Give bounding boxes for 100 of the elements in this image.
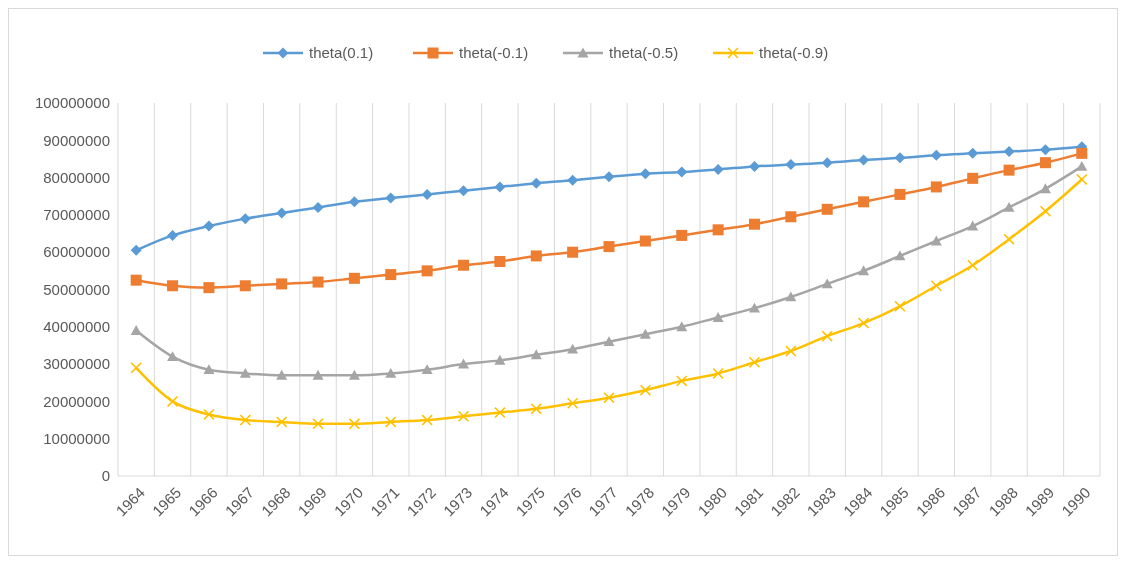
point <box>1003 164 1015 176</box>
point <box>748 302 760 313</box>
point <box>458 185 470 197</box>
point <box>312 276 324 288</box>
point <box>712 367 724 379</box>
point <box>894 300 906 312</box>
point <box>167 280 179 292</box>
point <box>785 211 797 223</box>
point <box>530 250 542 262</box>
y-tick-label: 30000000 <box>43 355 110 373</box>
point <box>494 354 506 365</box>
point <box>930 280 942 292</box>
point <box>603 392 615 404</box>
point <box>239 414 251 426</box>
point <box>894 152 906 164</box>
point <box>276 416 288 428</box>
point <box>712 163 724 175</box>
point <box>821 330 833 342</box>
point <box>458 410 470 422</box>
point <box>421 265 433 277</box>
point <box>603 336 615 347</box>
point <box>130 244 142 256</box>
point <box>639 328 651 339</box>
point <box>1039 157 1051 169</box>
point <box>785 291 797 302</box>
point <box>858 265 870 276</box>
point <box>712 311 724 322</box>
point <box>858 196 870 208</box>
legend-label: theta(-0.1) <box>459 44 529 62</box>
point <box>421 188 433 200</box>
point <box>167 395 179 407</box>
point <box>239 213 251 225</box>
point <box>385 416 397 428</box>
point <box>458 358 470 369</box>
point <box>203 408 215 420</box>
point <box>567 343 579 354</box>
point <box>676 375 688 387</box>
point <box>821 203 833 215</box>
point <box>203 282 215 294</box>
point <box>1003 233 1015 245</box>
point <box>930 181 942 193</box>
point <box>1076 173 1088 185</box>
point <box>748 218 760 230</box>
point <box>821 278 833 289</box>
y-tick-label: 80000000 <box>43 168 110 186</box>
point <box>1039 205 1051 217</box>
point <box>276 369 288 380</box>
y-tick-label: 60000000 <box>43 243 110 261</box>
legend-label: theta(0.1) <box>309 44 374 62</box>
point <box>1039 144 1051 156</box>
point <box>530 177 542 189</box>
point <box>385 269 397 281</box>
point <box>567 246 579 258</box>
point <box>348 418 360 430</box>
y-tick-label: 10000000 <box>43 429 110 447</box>
point <box>239 280 251 292</box>
point <box>458 259 470 271</box>
point <box>276 278 288 290</box>
point <box>785 345 797 357</box>
y-tick-label: 70000000 <box>43 206 110 224</box>
point <box>712 224 724 236</box>
point <box>967 147 979 159</box>
point <box>930 235 942 246</box>
point <box>130 325 142 335</box>
point <box>967 172 979 184</box>
y-tick-label: 100000000 <box>34 94 110 112</box>
point <box>348 272 360 284</box>
point <box>312 418 324 430</box>
y-tick-label: 40000000 <box>43 318 110 336</box>
point <box>567 174 579 186</box>
point <box>639 168 651 180</box>
point <box>930 149 942 161</box>
point <box>748 356 760 368</box>
point <box>1039 183 1051 194</box>
point <box>167 351 179 362</box>
point <box>494 181 506 193</box>
point <box>130 362 142 374</box>
point <box>967 220 979 231</box>
point <box>639 384 651 396</box>
point <box>421 414 433 426</box>
point <box>603 241 615 253</box>
point <box>821 157 833 169</box>
y-tick-label: 90000000 <box>43 131 110 149</box>
point <box>603 171 615 183</box>
point <box>276 207 288 219</box>
point <box>385 192 397 204</box>
point <box>676 229 688 241</box>
point <box>530 349 542 360</box>
point <box>530 403 542 415</box>
y-tick-label: 0 <box>101 467 110 485</box>
point <box>167 229 179 241</box>
point <box>676 321 688 332</box>
point <box>567 397 579 409</box>
point <box>858 317 870 329</box>
point <box>348 196 360 208</box>
point <box>494 407 506 419</box>
point <box>421 364 433 375</box>
point <box>203 364 215 375</box>
point <box>639 235 651 247</box>
point <box>385 367 397 378</box>
